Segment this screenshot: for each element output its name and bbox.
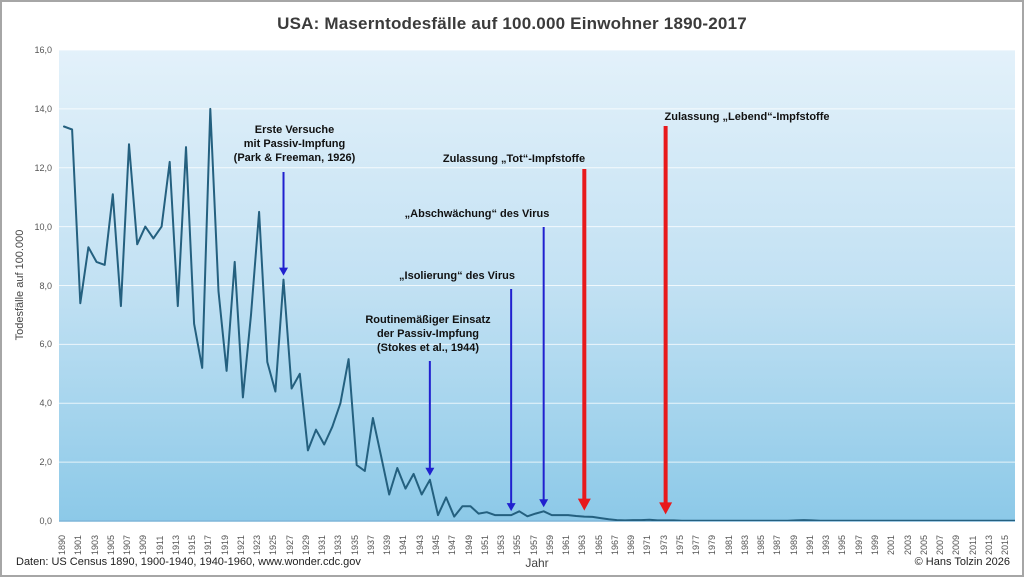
y-tick-label: 0,0 <box>39 516 52 526</box>
x-tick-label: 2007 <box>935 534 946 555</box>
x-tick-label: 1919 <box>219 534 230 555</box>
x-tick-label: 1921 <box>235 534 246 555</box>
event-arrow-head <box>659 502 673 515</box>
x-tick-label: 1983 <box>739 534 750 555</box>
x-tick-label: 1951 <box>479 534 490 555</box>
x-tick-label: 1945 <box>430 534 441 555</box>
x-tick-label: 1943 <box>414 534 425 555</box>
x-tick-label: 1967 <box>609 534 620 555</box>
annotation-lebendimpfstoff-1973: Zulassung „Lebend“-Impfstoffe <box>664 111 830 123</box>
x-tick-label: 1959 <box>544 534 555 555</box>
x-tick-label: 1999 <box>870 534 880 555</box>
x-tick-label: 1947 <box>447 534 458 555</box>
x-tick-label: 1949 <box>463 534 474 555</box>
x-tick-label: 1957 <box>528 534 539 555</box>
event-arrow-head <box>539 499 549 508</box>
y-tick-label: 12,0 <box>34 162 52 173</box>
annotation-isolierung-1954: „Isolierung“ des Virus <box>399 270 515 282</box>
annotation-abschwaechung-1958: „Abschwächung“ des Virus <box>404 208 550 220</box>
x-tick-label: 1975 <box>674 534 685 555</box>
x-tick-label: 1969 <box>626 534 637 555</box>
x-tick-label: 1941 <box>398 534 409 555</box>
x-tick-label: 1973 <box>658 534 669 555</box>
x-tick-label: 1933 <box>333 534 344 555</box>
x-tick-label: 1909 <box>138 534 149 555</box>
x-tick-label: 1997 <box>853 534 864 555</box>
x-tick-label: 2003 <box>902 534 913 555</box>
x-tick-label: 1961 <box>561 534 572 555</box>
y-tick-label: 16,0 <box>34 45 52 55</box>
x-tick-label: 1979 <box>707 534 718 555</box>
annotation-stokes-1944: Routinemäßiger Einsatz der Passiv-Impfun… <box>365 314 491 354</box>
event-arrow-head <box>425 467 435 476</box>
x-tick-label: 1929 <box>300 534 311 555</box>
x-tick-label: 1963 <box>577 534 588 555</box>
x-tick-label: 1993 <box>821 534 832 555</box>
x-tick-label: 1991 <box>804 534 815 555</box>
x-tick-label: 1917 <box>203 534 214 555</box>
x-tick-label: 2013 <box>983 534 994 555</box>
x-tick-label: 1977 <box>691 534 702 555</box>
y-tick-label: 2,0 <box>39 457 52 468</box>
x-tick-label: 1927 <box>284 534 295 555</box>
y-tick-label: 14,0 <box>34 103 52 114</box>
x-tick-label: 2015 <box>1000 534 1011 555</box>
x-axis-title: Jahr <box>525 556 549 570</box>
x-tick-label: 1953 <box>496 534 507 555</box>
x-tick-label: 1915 <box>187 534 198 555</box>
event-arrow-head <box>279 267 289 276</box>
x-tick-label: 1923 <box>252 534 263 555</box>
x-tick-label: 1971 <box>642 534 653 555</box>
data-line <box>63 107 1015 521</box>
x-tick-label: 2009 <box>951 534 962 555</box>
x-tick-label: 1965 <box>593 534 604 555</box>
x-tick-label: 1937 <box>365 534 376 555</box>
x-tick-label: 1987 <box>772 534 783 555</box>
x-tick-label: 1905 <box>105 534 116 555</box>
x-tick-label: 1913 <box>170 534 181 555</box>
event-arrow-head <box>506 503 516 512</box>
data-source-note: Daten: US Census 1890, 1900-1940, 1940-1… <box>16 556 361 568</box>
x-tick-label: 1903 <box>89 534 100 555</box>
x-tick-label: 2001 <box>886 534 897 555</box>
x-tick-label: 1925 <box>268 534 279 555</box>
chart-title: USA: Maserntodesfälle auf 100.000 Einwoh… <box>277 14 747 33</box>
annotation-totimpfstoff-1963: Zulassung „Tot“-Impfstoffe <box>442 153 586 165</box>
x-tick-label: 1939 <box>382 534 393 555</box>
x-tick-label: 1995 <box>837 534 848 555</box>
annotation-passiv-impfung-1926: Erste Versuche mit Passiv-Impfung (Park … <box>233 124 356 164</box>
x-tick-label: 1989 <box>788 534 799 555</box>
x-tick-label: 1911 <box>154 535 165 555</box>
copyright-note: © Hans Tolzin 2026 <box>914 556 1010 568</box>
event-arrow-head <box>577 498 591 511</box>
x-tick-label: 1955 <box>512 534 523 555</box>
x-tick-label: 1935 <box>349 534 360 555</box>
y-tick-label: 10,0 <box>34 221 52 232</box>
x-tick-label: 1931 <box>317 534 328 555</box>
y-tick-label: 4,0 <box>39 398 52 409</box>
y-tick-label: 8,0 <box>39 280 52 291</box>
x-tick-label: 2005 <box>918 534 929 555</box>
x-tick-label: 1890 <box>57 534 67 555</box>
x-tick-label: 1981 <box>723 534 734 555</box>
x-tick-label: 1901 <box>73 534 84 555</box>
x-tick-label: 2011 <box>967 535 978 555</box>
x-tick-label: 1985 <box>756 534 767 555</box>
x-tick-label: 1907 <box>122 534 133 555</box>
y-tick-label: 6,0 <box>39 339 52 350</box>
